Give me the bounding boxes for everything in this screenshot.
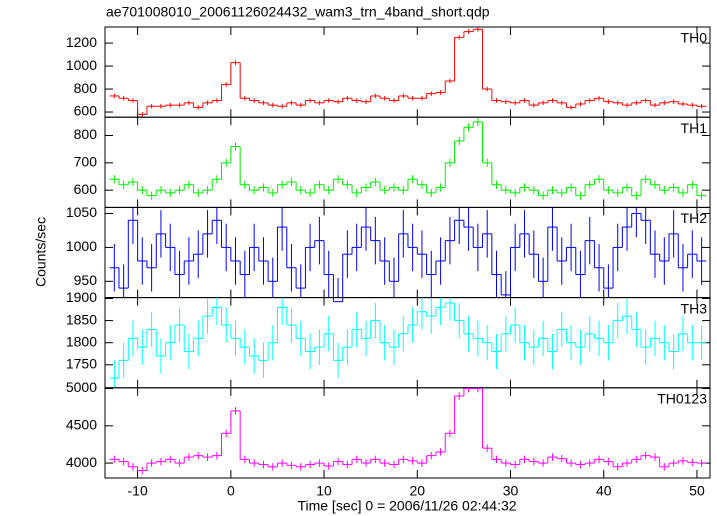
x-tick-label: 30 xyxy=(503,483,519,499)
y-tick-label: 1750 xyxy=(66,356,97,372)
panel-label: TH3 xyxy=(681,300,708,316)
y-tick-label: 950 xyxy=(74,272,98,288)
y-tick-label: 800 xyxy=(74,126,98,142)
y-tick-label: 4500 xyxy=(66,417,97,433)
panel-frame xyxy=(104,387,711,479)
y-tick-label: 1900 xyxy=(66,289,97,305)
panel-label: TH2 xyxy=(681,210,708,226)
series xyxy=(109,117,707,200)
panel-frame xyxy=(104,26,711,118)
panel-label: TH0123 xyxy=(657,391,707,407)
y-axis-label: Counts/sec xyxy=(33,217,49,287)
panel-label: TH1 xyxy=(681,120,708,136)
y-tick-label: 4000 xyxy=(66,454,97,470)
x-tick-label: 10 xyxy=(316,483,332,499)
y-tick-label: 1000 xyxy=(66,57,97,73)
panel-frame xyxy=(104,297,711,389)
series xyxy=(109,387,707,475)
y-tick-label: 5000 xyxy=(66,379,97,395)
x-axis-label: Time [sec] 0 = 2006/11/26 02:44:32 xyxy=(297,498,516,514)
y-tick-label: 800 xyxy=(74,80,98,96)
series xyxy=(109,27,707,117)
x-tick-label: -10 xyxy=(128,483,148,499)
y-tick-label: 600 xyxy=(74,181,98,197)
panel-frame xyxy=(104,206,711,299)
y-tick-label: 1850 xyxy=(66,311,97,327)
x-tick-label: 0 xyxy=(227,483,235,499)
panel-label: TH0 xyxy=(681,30,708,46)
y-tick-label: 1000 xyxy=(66,238,97,254)
y-tick-label: 1800 xyxy=(66,333,97,349)
y-tick-label: 1200 xyxy=(66,34,97,50)
x-tick-label: 40 xyxy=(596,483,612,499)
y-tick-label: 600 xyxy=(74,103,98,119)
x-tick-label: 50 xyxy=(689,483,705,499)
y-tick-label: 700 xyxy=(74,154,98,170)
chart-title: ae701008010_20061126024432_wam3_trn_4ban… xyxy=(106,4,490,20)
panel-frame xyxy=(104,116,711,208)
series xyxy=(109,297,707,388)
y-tick-label: 1050 xyxy=(66,204,97,220)
x-tick-label: 20 xyxy=(409,483,425,499)
series xyxy=(109,207,707,303)
